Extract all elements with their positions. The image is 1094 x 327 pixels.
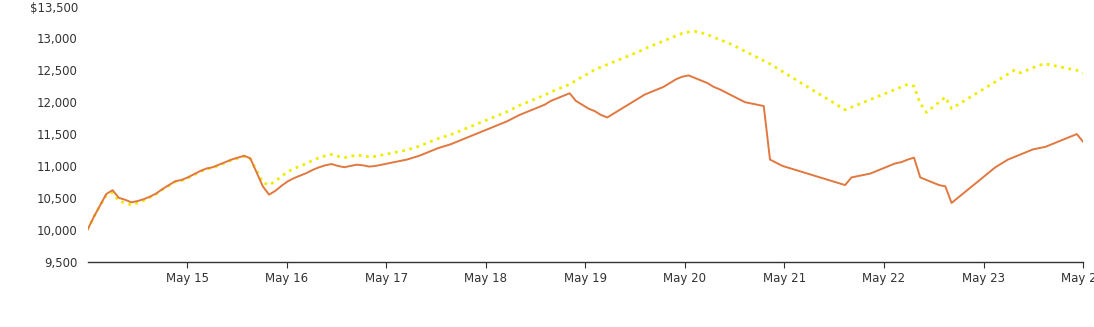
- Bloomberg Municipal Bond Index: [1076, 71, 1090, 75]
- Bloomberg Municipal Bond Index: [81, 228, 94, 232]
- Bloomberg Municipal Bond Index: [732, 46, 745, 50]
- Investor C Shares: [1076, 140, 1090, 144]
- Bloomberg Municipal Bond Index: [901, 82, 915, 86]
- Investor C Shares: [632, 96, 645, 100]
- Investor C Shares: [732, 97, 745, 101]
- Investor C Shares: [682, 74, 695, 77]
- Line: Investor C Shares: Investor C Shares: [88, 76, 1083, 230]
- Investor C Shares: [901, 158, 915, 162]
- Bloomberg Municipal Bond Index: [363, 155, 376, 159]
- Investor C Shares: [1033, 146, 1046, 150]
- Investor C Shares: [363, 164, 376, 168]
- Legend: Investor C Shares, Bloomberg Municipal Bond Index: Investor C Shares, Bloomberg Municipal B…: [368, 324, 803, 327]
- Line: Bloomberg Municipal Bond Index: Bloomberg Municipal Bond Index: [88, 31, 1083, 230]
- Bloomberg Municipal Bond Index: [1033, 63, 1046, 67]
- Investor C Shares: [81, 228, 94, 232]
- Bloomberg Municipal Bond Index: [632, 50, 645, 54]
- Bloomberg Municipal Bond Index: [281, 170, 294, 174]
- Investor C Shares: [281, 179, 294, 183]
- Bloomberg Municipal Bond Index: [688, 29, 701, 33]
